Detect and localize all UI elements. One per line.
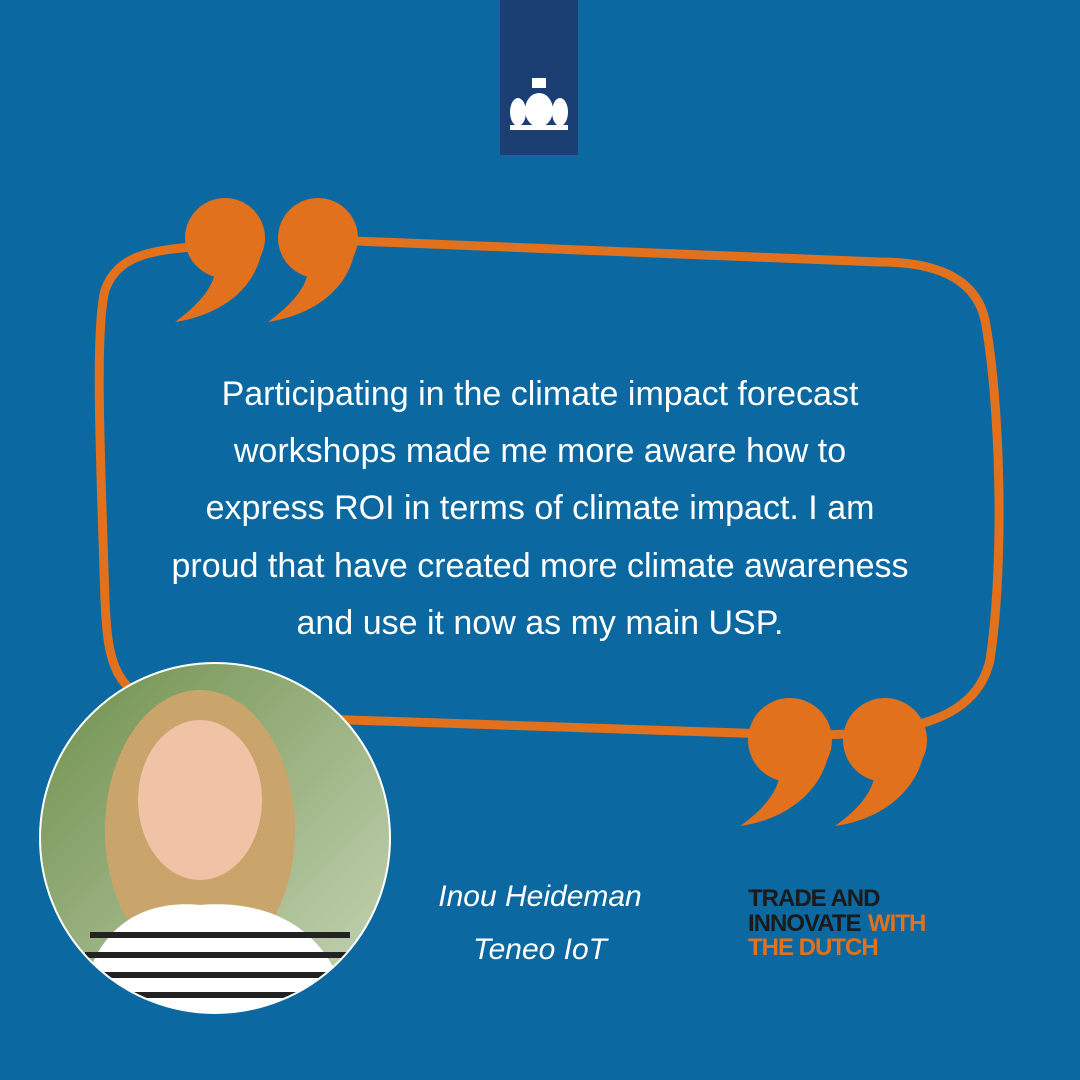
- quote-line: proud that have created more climate awa…: [171, 547, 908, 585]
- quote-line: express ROI in terms of climate impact. …: [206, 489, 875, 527]
- quote-line: and use it now as my main USP.: [297, 604, 784, 642]
- quote-marks-open: [175, 198, 358, 322]
- portrait-ring: [39, 662, 391, 1014]
- logo-text: THE DUTCH: [748, 934, 878, 961]
- logo-text: INNOVATE: [748, 910, 861, 937]
- quote-line: workshops made me more aware how to: [233, 432, 846, 470]
- portrait: [40, 663, 390, 1013]
- person-name: Inou Heideman: [438, 880, 641, 913]
- quote-frame: [94, 235, 1004, 740]
- person-company: Teneo IoT: [473, 933, 610, 966]
- emblem-box: [500, 0, 578, 155]
- logo-text: WITH: [868, 910, 925, 937]
- logo-text: TRADE AND: [748, 885, 880, 912]
- quote-line: Participating in the climate impact fore…: [222, 375, 859, 413]
- quote-marks-close: [740, 698, 927, 826]
- emblem: [510, 78, 568, 130]
